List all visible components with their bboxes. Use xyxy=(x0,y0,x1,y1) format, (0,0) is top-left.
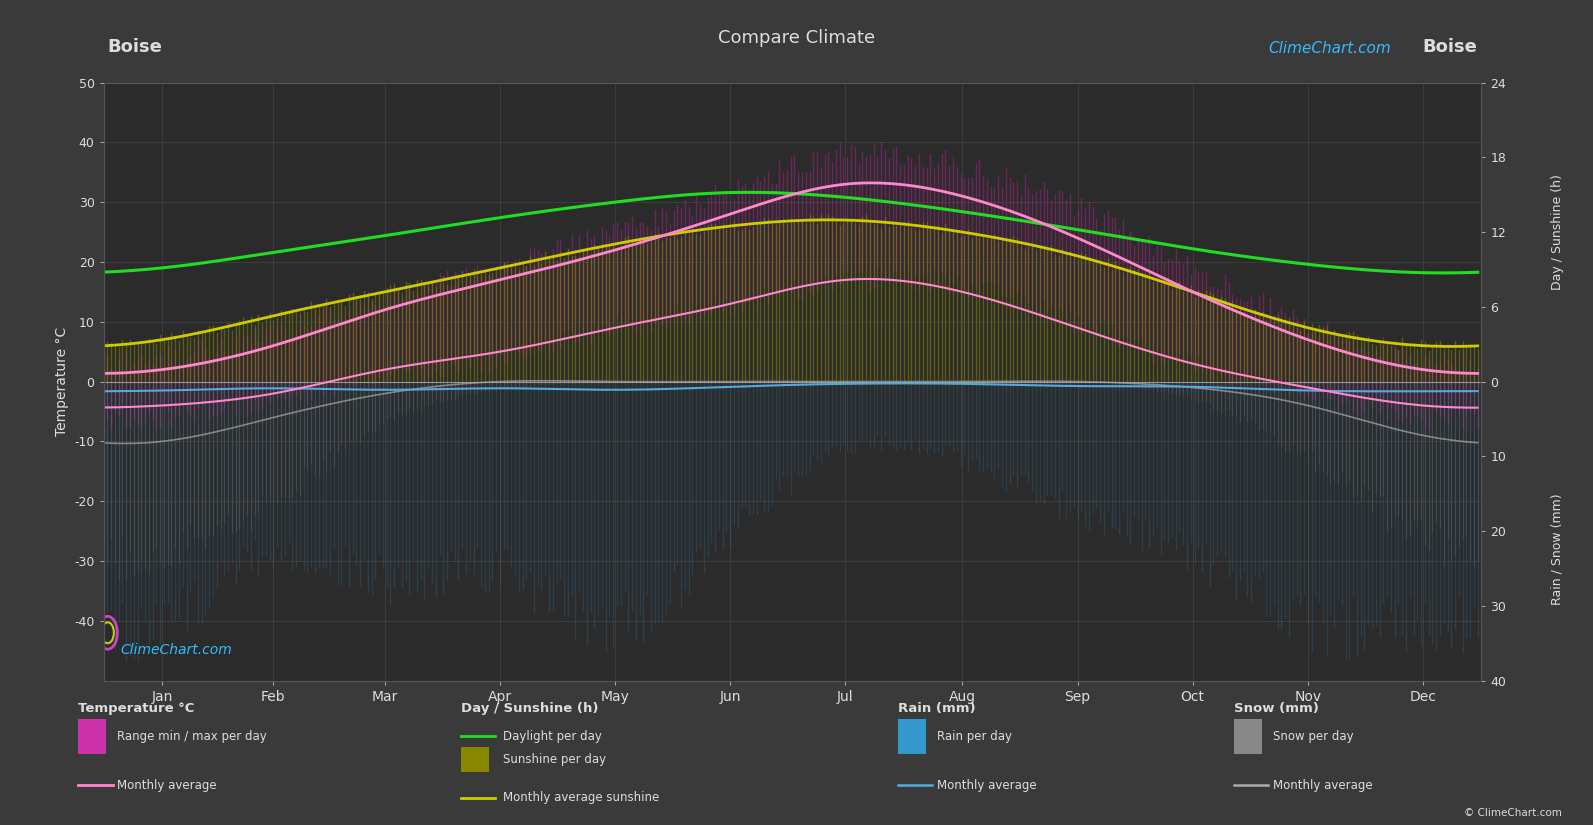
Text: Day / Sunshine (h): Day / Sunshine (h) xyxy=(460,702,599,715)
Bar xyxy=(78,719,107,754)
Text: Monthly average: Monthly average xyxy=(1273,779,1372,791)
Text: ClimeChart.com: ClimeChart.com xyxy=(119,643,233,657)
Bar xyxy=(460,747,489,772)
Text: Monthly average: Monthly average xyxy=(937,779,1037,791)
Text: Monthly average sunshine: Monthly average sunshine xyxy=(503,791,660,804)
Text: Rain per day: Rain per day xyxy=(937,730,1012,743)
Text: © ClimeChart.com: © ClimeChart.com xyxy=(1464,808,1561,818)
Bar xyxy=(1233,719,1262,754)
Text: Snow (mm): Snow (mm) xyxy=(1233,702,1319,715)
Text: Rain (mm): Rain (mm) xyxy=(898,702,975,715)
Text: Range min / max per day: Range min / max per day xyxy=(118,730,268,743)
Y-axis label: Temperature °C: Temperature °C xyxy=(54,327,68,436)
Text: Day / Sunshine (h): Day / Sunshine (h) xyxy=(1550,174,1564,290)
Text: Rain / Snow (mm): Rain / Snow (mm) xyxy=(1550,493,1564,605)
Text: ClimeChart.com: ClimeChart.com xyxy=(1268,40,1391,55)
Bar xyxy=(898,719,926,754)
Text: Boise: Boise xyxy=(108,38,162,55)
Text: Monthly average: Monthly average xyxy=(118,779,217,791)
Text: Sunshine per day: Sunshine per day xyxy=(503,753,605,766)
Text: Daylight per day: Daylight per day xyxy=(503,730,602,743)
Text: Boise: Boise xyxy=(1423,38,1477,55)
Text: Snow per day: Snow per day xyxy=(1273,730,1354,743)
Text: Compare Climate: Compare Climate xyxy=(718,29,875,47)
Text: Temperature °C: Temperature °C xyxy=(78,702,194,715)
